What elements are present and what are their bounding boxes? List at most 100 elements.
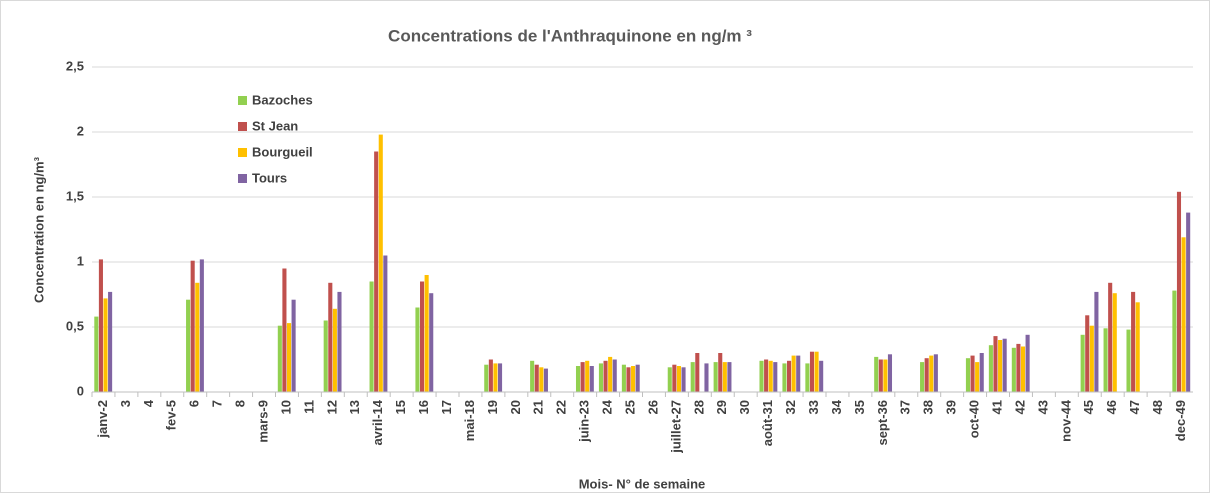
y-tick-label: 0	[77, 383, 84, 398]
y-tick-label: 1	[77, 253, 84, 268]
bar	[695, 353, 700, 392]
y-tick-label: 2	[77, 123, 84, 138]
x-tick-label: mars-9	[255, 400, 270, 443]
x-tick-label: 22	[554, 400, 569, 414]
bar	[543, 368, 548, 392]
bar	[94, 316, 99, 392]
bar	[429, 293, 434, 392]
bar	[1103, 328, 1108, 392]
x-tick-label: 20	[508, 400, 523, 414]
bar	[878, 359, 883, 392]
x-tick-label: 12	[324, 400, 339, 414]
x-tick-label: 35	[852, 400, 867, 414]
bar	[424, 275, 429, 392]
bar	[819, 360, 824, 392]
bar	[1025, 334, 1030, 392]
bar	[369, 281, 374, 392]
bar	[493, 363, 498, 392]
x-tick-label: 13	[347, 400, 362, 414]
bar	[328, 282, 333, 392]
bar	[965, 358, 971, 392]
x-tick-label: 30	[737, 400, 752, 414]
x-tick-label: 32	[783, 400, 798, 414]
x-tick-label: 46	[1104, 400, 1119, 414]
bar	[704, 363, 709, 392]
x-tick-label: 19	[485, 400, 500, 414]
x-tick-label: 42	[1012, 400, 1027, 414]
bar	[1172, 290, 1177, 392]
x-tick-label: 16	[416, 400, 431, 414]
bar	[631, 366, 636, 392]
bar	[108, 291, 113, 392]
bar	[681, 367, 686, 392]
legend-swatch	[238, 122, 247, 131]
bar	[186, 299, 191, 392]
x-tick-label: juillet-27	[668, 400, 683, 454]
bar	[286, 323, 292, 392]
bar	[282, 268, 287, 392]
bar	[796, 355, 801, 392]
x-tick-label: 28	[691, 400, 706, 414]
legend-label: Bourgueil	[252, 144, 313, 159]
bar	[635, 364, 640, 392]
x-tick-label: 11	[301, 400, 316, 414]
x-tick-label: 21	[531, 400, 546, 414]
bar	[277, 325, 282, 392]
bar	[575, 366, 581, 392]
x-tick-label: oct-40	[967, 400, 982, 438]
legend-swatch	[238, 96, 247, 105]
bar	[782, 363, 787, 392]
bar	[979, 353, 984, 392]
bar	[805, 363, 810, 392]
bar	[1002, 338, 1007, 392]
x-tick-label: 15	[393, 400, 408, 414]
bar	[1186, 212, 1191, 392]
x-tick-label: avril-14	[370, 399, 385, 445]
bar	[534, 364, 539, 392]
bar	[484, 364, 489, 392]
x-tick-label: 43	[1035, 400, 1050, 414]
bar	[497, 363, 503, 392]
bar	[887, 354, 893, 392]
x-tick-label: juin-23	[577, 400, 592, 443]
bar	[814, 351, 819, 392]
x-tick-label: 8	[233, 400, 248, 407]
bar	[718, 353, 723, 392]
legend-label: Tours	[252, 170, 287, 185]
bar	[768, 360, 773, 392]
x-tick-label: 4	[141, 399, 156, 407]
x-tick-label: mai-18	[462, 400, 477, 441]
bar	[420, 281, 425, 392]
bar	[1112, 293, 1117, 392]
bar	[713, 362, 718, 392]
bar	[924, 358, 929, 392]
bar	[585, 360, 590, 392]
x-tick-label: 37	[898, 400, 913, 414]
x-tick-label: nov-44	[1058, 399, 1073, 442]
bar	[667, 367, 672, 392]
bar	[612, 359, 617, 392]
x-tick-label: 3	[118, 400, 133, 407]
x-tick-label: 34	[829, 399, 844, 414]
bar	[764, 359, 769, 392]
bar	[773, 362, 778, 392]
bar	[988, 345, 993, 392]
bar	[1085, 315, 1090, 392]
y-tick-label: 1,5	[66, 188, 84, 203]
bar	[722, 362, 727, 392]
bar	[1126, 329, 1131, 392]
x-tick-label: sept-36	[875, 400, 890, 446]
x-tick-label: août-31	[760, 400, 775, 446]
bar	[1094, 291, 1099, 392]
bar	[378, 134, 383, 392]
bar	[332, 308, 337, 392]
bar	[1135, 302, 1140, 392]
x-tick-label: 48	[1150, 400, 1165, 414]
bar	[1080, 334, 1085, 392]
bar	[1089, 325, 1094, 392]
bar	[1020, 346, 1026, 392]
legend-swatch	[238, 174, 247, 183]
bar	[291, 299, 296, 392]
bar	[323, 320, 328, 392]
